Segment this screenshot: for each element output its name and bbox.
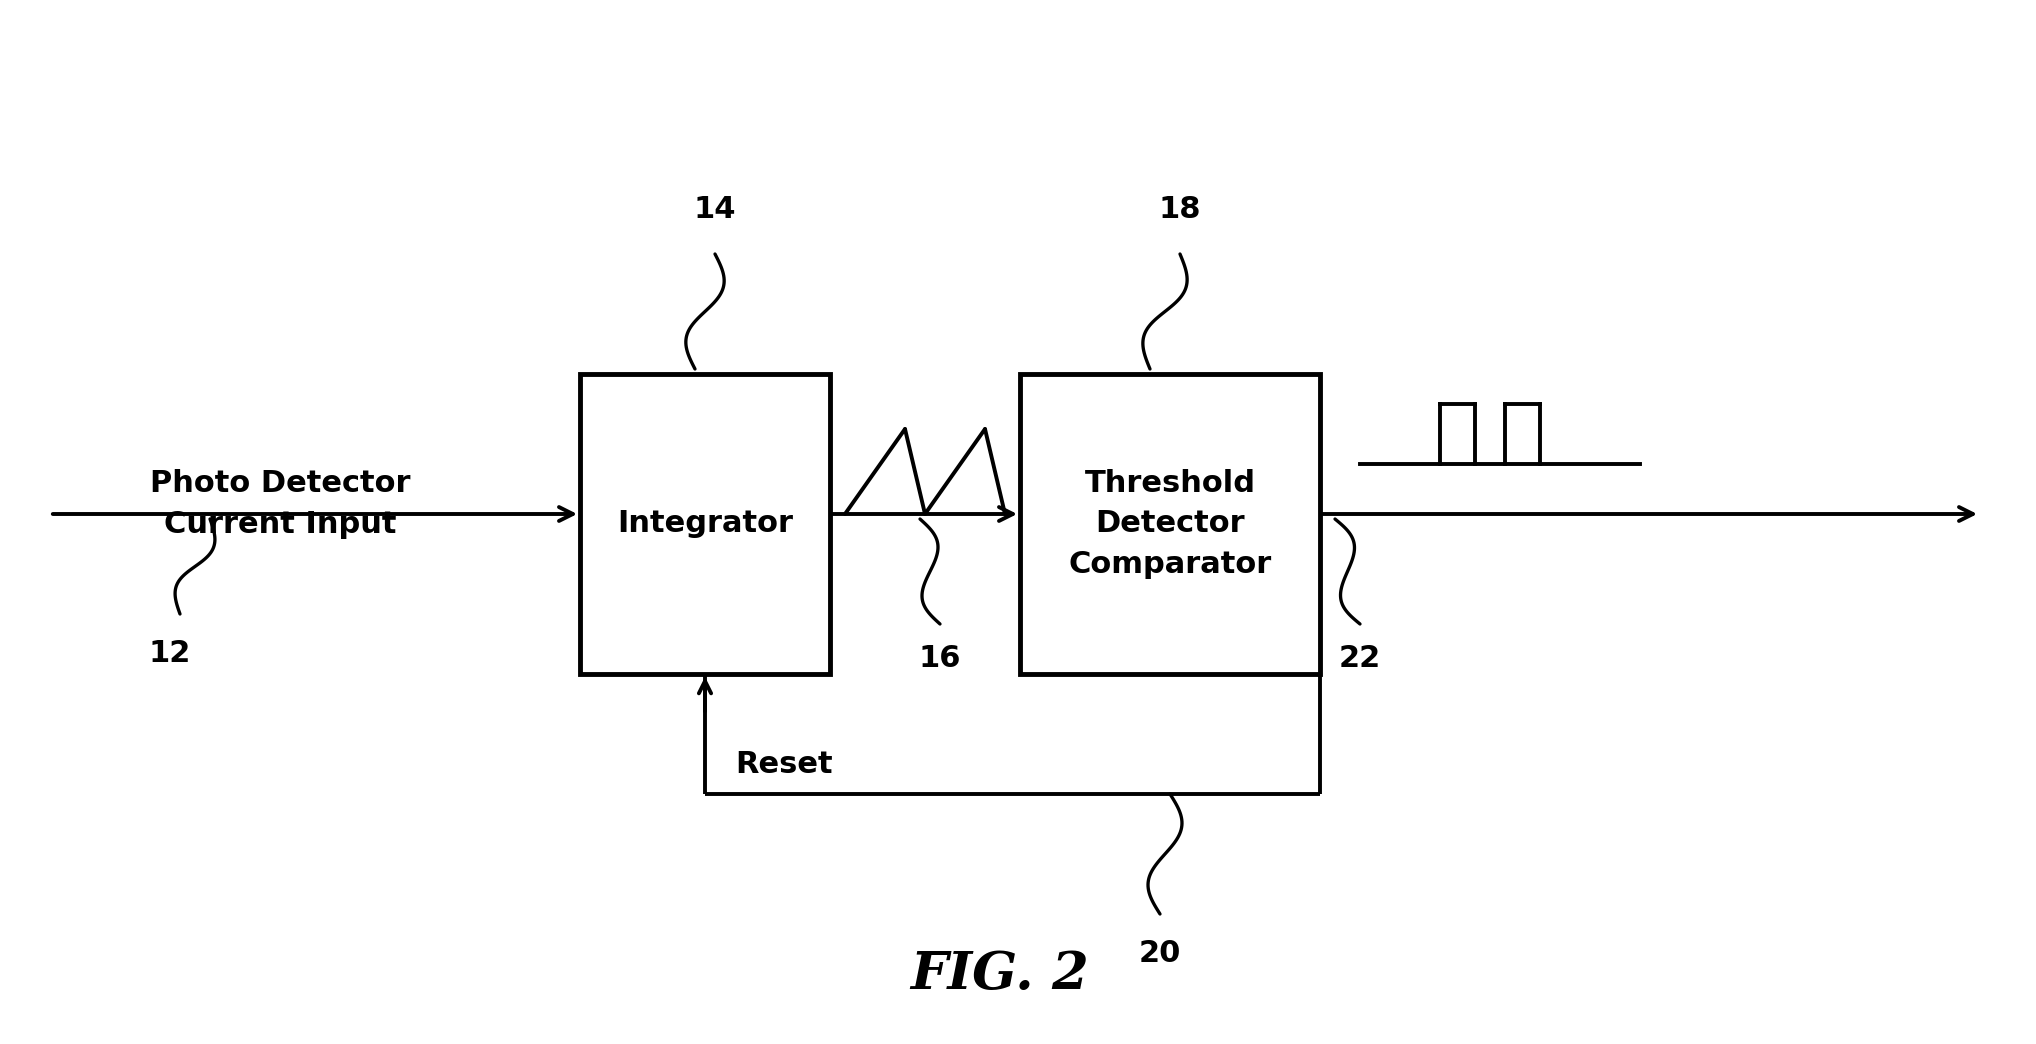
Text: 22: 22	[1340, 644, 1380, 673]
Text: 20: 20	[1138, 939, 1181, 968]
Bar	[580, 374, 831, 674]
Text: Threshold
Detector
Comparator: Threshold Detector Comparator	[1069, 469, 1272, 579]
Text: Integrator: Integrator	[617, 509, 792, 539]
Text: 16: 16	[918, 644, 961, 673]
Text: Photo Detector
Current Input: Photo Detector Current Input	[151, 469, 409, 539]
Text: Reset: Reset	[735, 750, 833, 779]
Text: 14: 14	[694, 195, 737, 224]
Bar	[1020, 374, 1319, 674]
Text: FIG. 2: FIG. 2	[910, 949, 1089, 999]
Text: 12: 12	[149, 639, 191, 668]
Text: 18: 18	[1158, 195, 1201, 224]
